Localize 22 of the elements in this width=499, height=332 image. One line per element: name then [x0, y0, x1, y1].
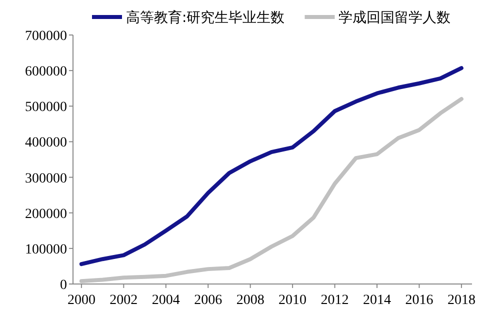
x-tick-label: 2002 [110, 293, 138, 308]
x-tick-label: 2016 [405, 293, 434, 308]
y-tick-label: 0 [60, 278, 67, 293]
y-tick-label: 300000 [25, 171, 67, 186]
line-series [79, 66, 464, 266]
y-tick-label: 600000 [25, 64, 67, 80]
legend-label: 高等教育:研究生毕业生数 [126, 9, 285, 26]
x-tick-label: 2012 [320, 293, 349, 308]
y-tick-label: 200000 [25, 206, 67, 222]
x-tick-label: 2010 [278, 293, 307, 308]
y-tick-label: 400000 [25, 136, 67, 151]
y-tick-label: 700000 [25, 29, 67, 44]
x-tick-label: 2008 [236, 293, 264, 308]
y-tick-label: 500000 [25, 100, 67, 116]
legend-label: 学成回国留学人数 [338, 10, 451, 26]
x-tick-label: 2014 [363, 293, 391, 308]
y-tick-label: 100000 [25, 242, 67, 258]
x-tick-label: 2000 [67, 293, 96, 308]
x-tick-label: 2004 [152, 293, 180, 308]
x-tick-label: 2018 [447, 293, 476, 308]
line-series [79, 97, 464, 284]
x-tick-label: 2006 [194, 293, 222, 308]
